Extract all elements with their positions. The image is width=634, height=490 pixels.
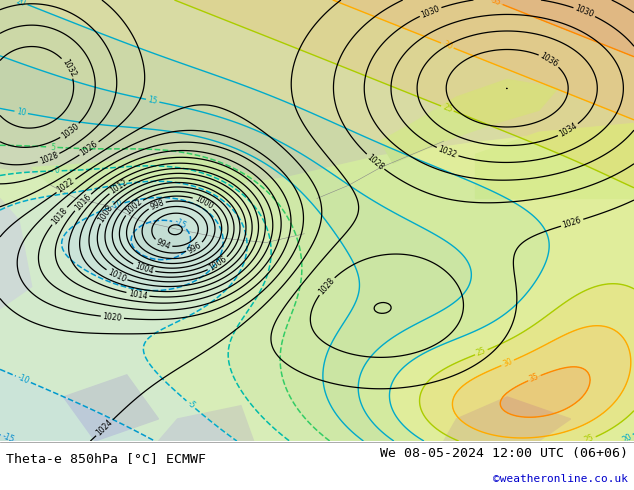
- Text: ©weatheronline.co.uk: ©weatheronline.co.uk: [493, 474, 628, 484]
- Polygon shape: [63, 375, 158, 441]
- Text: 1030: 1030: [420, 4, 441, 20]
- Text: 25: 25: [475, 346, 488, 358]
- Text: 20: 20: [621, 432, 633, 444]
- Text: 20: 20: [15, 0, 27, 8]
- Text: 1034: 1034: [558, 122, 579, 139]
- Text: 1026: 1026: [562, 216, 583, 230]
- Text: 1014: 1014: [127, 289, 148, 301]
- Text: 1000: 1000: [193, 194, 214, 211]
- Text: -15: -15: [1, 432, 16, 444]
- Text: 1008: 1008: [97, 203, 115, 224]
- Text: 1032: 1032: [60, 57, 77, 78]
- Text: -5: -5: [185, 399, 197, 411]
- Text: 1022: 1022: [56, 177, 76, 195]
- Text: 10: 10: [16, 107, 27, 118]
- Text: 1030: 1030: [574, 4, 595, 20]
- Text: 5: 5: [50, 143, 56, 152]
- Text: 1016: 1016: [73, 192, 93, 212]
- Text: 0: 0: [55, 166, 60, 175]
- Text: 1028: 1028: [365, 152, 385, 171]
- Text: 1024: 1024: [94, 418, 115, 438]
- Text: 1010: 1010: [106, 267, 127, 284]
- Text: 1002: 1002: [124, 197, 144, 217]
- Polygon shape: [444, 397, 571, 441]
- Text: 1006: 1006: [207, 255, 228, 273]
- Text: Theta-e 850hPa [°C] ECMWF: Theta-e 850hPa [°C] ECMWF: [6, 452, 206, 465]
- Text: 1036: 1036: [538, 51, 560, 69]
- Polygon shape: [380, 79, 558, 163]
- Text: 30: 30: [441, 40, 453, 51]
- Text: 1028: 1028: [38, 150, 60, 166]
- Text: 1012: 1012: [108, 178, 129, 196]
- Text: 35: 35: [490, 0, 502, 8]
- Polygon shape: [32, 154, 254, 198]
- Text: 35: 35: [528, 372, 541, 384]
- Text: 1020: 1020: [102, 312, 122, 323]
- Text: 1030: 1030: [60, 122, 81, 141]
- Text: 1004: 1004: [133, 261, 155, 276]
- Text: 30: 30: [501, 357, 514, 369]
- Text: 15: 15: [147, 95, 158, 106]
- Polygon shape: [0, 198, 32, 309]
- Text: We 08-05-2024 12:00 UTC (06+06): We 08-05-2024 12:00 UTC (06+06): [380, 447, 628, 460]
- Polygon shape: [0, 0, 634, 190]
- Text: -10: -10: [109, 199, 124, 211]
- Text: -10: -10: [16, 373, 31, 386]
- Text: 994: 994: [155, 238, 172, 251]
- Text: 25: 25: [441, 102, 453, 115]
- Text: 996: 996: [186, 240, 204, 255]
- Text: -15: -15: [172, 217, 188, 231]
- Polygon shape: [158, 406, 254, 441]
- Text: 1032: 1032: [437, 145, 458, 160]
- Text: 1018: 1018: [49, 205, 69, 226]
- Text: 998: 998: [148, 198, 165, 212]
- Text: 1028: 1028: [317, 276, 336, 296]
- Text: 25: 25: [583, 434, 595, 445]
- Polygon shape: [476, 123, 634, 198]
- Text: 1026: 1026: [79, 139, 100, 158]
